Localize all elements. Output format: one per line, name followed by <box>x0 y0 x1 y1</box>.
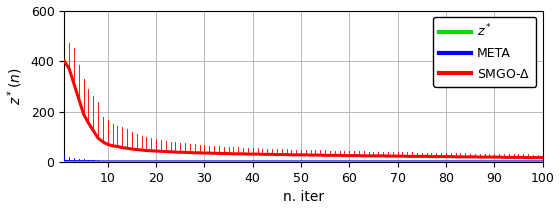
Line: SMGO-$\Delta$: SMGO-$\Delta$ <box>64 61 543 158</box>
Y-axis label: $z^*(n)$: $z^*(n)$ <box>6 68 25 105</box>
SMGO-$\Delta$ <box>153 150 160 152</box>
META <box>177 161 184 163</box>
SMGO-$\Delta$ <box>525 156 531 159</box>
META <box>351 161 357 163</box>
$z^*$ <box>501 160 507 163</box>
META <box>61 160 68 163</box>
Legend: $z^*$, META, SMGO-$\Delta$: $z^*$, META, SMGO-$\Delta$ <box>433 17 536 87</box>
SMGO-$\Delta$ <box>346 154 353 157</box>
$z^*$ <box>61 160 68 163</box>
Line: META: META <box>64 161 543 162</box>
SMGO-$\Delta$ <box>501 156 507 159</box>
$z^*$ <box>515 160 522 163</box>
META <box>157 161 164 163</box>
SMGO-$\Delta$ <box>172 151 179 153</box>
$z^*$ <box>307 160 314 163</box>
META <box>95 161 101 163</box>
$z^*$ <box>172 160 179 163</box>
META <box>520 161 526 163</box>
SMGO-$\Delta$ <box>307 154 314 156</box>
META <box>539 161 546 163</box>
META <box>505 161 512 163</box>
SMGO-$\Delta$ <box>515 156 522 159</box>
SMGO-$\Delta$ <box>539 156 546 159</box>
$z^*$ <box>346 160 353 163</box>
SMGO-$\Delta$ <box>61 60 68 62</box>
X-axis label: n. iter: n. iter <box>283 190 324 205</box>
$z^*$ <box>153 160 160 163</box>
$z^*$ <box>539 160 546 163</box>
META <box>312 161 319 163</box>
